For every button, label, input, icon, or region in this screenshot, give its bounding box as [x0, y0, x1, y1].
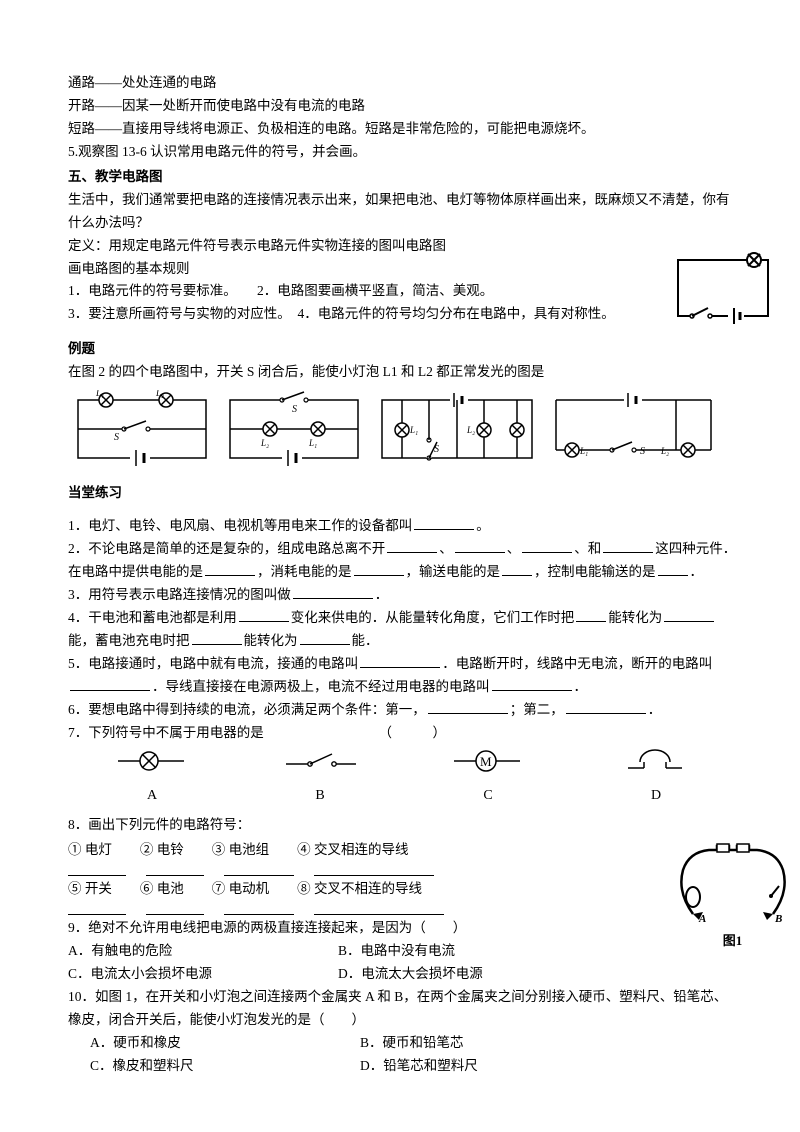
q10-ab: A．硬币和橡皮B．硬币和铅笔芯: [68, 1032, 740, 1055]
q7-opt-a: A: [68, 784, 236, 808]
symbol-switch: [236, 748, 404, 782]
svg-text:L₁: L₁: [95, 390, 104, 398]
svg-text:L₁: L₁: [579, 446, 588, 456]
svg-text:S: S: [114, 432, 119, 443]
sec5-p1: 生活中，我们通常要把电路的连接情况表示出来，如果把电池、电灯等物体原样画出来，既…: [68, 189, 740, 235]
q5: 5．电路接通时，电路中就有电流，接通的电路叫．电路断开时，线路中无电流，断开的电…: [68, 653, 740, 699]
q6: 6．要想电路中得到持续的电流，必须满足两个条件：第一，；第二，．: [68, 699, 740, 722]
figure-1: A B 图1: [675, 842, 790, 952]
svg-text:L₂: L₂: [260, 438, 269, 448]
sec5-r1: 1．电路元件的符号要标准。 2．电路图要画横平竖直，简洁、美观。: [68, 280, 740, 303]
circuit-a: L₁ L₂ S: [68, 390, 216, 476]
q7-opt-b: B: [236, 784, 404, 808]
q8-row1: ① 电灯② 电铃③ 电池组④ 交叉相连的导线: [68, 839, 740, 862]
svg-text:S: S: [292, 404, 297, 415]
sec5-title: 五、教学电路图: [68, 166, 740, 189]
svg-text:S: S: [434, 444, 439, 455]
symbol-lamp: [68, 748, 236, 782]
q7-opt-c: C: [404, 784, 572, 808]
sec5-p3: 画电路图的基本规则: [68, 258, 740, 281]
q7-letters: A B C D: [68, 784, 740, 808]
fig1-label: 图1: [675, 930, 790, 952]
q8-blanks1: [68, 864, 740, 876]
svg-text:L₂: L₂: [466, 425, 475, 435]
q9-cd: C．电流太小会损坏电源D．电流太大会损坏电源: [68, 963, 740, 986]
def-duanlu: 短路——直接用导线将电源正、负极相连的电路。短路是非常危险的，可能把电源烧坏。: [68, 118, 740, 141]
example-heading: 例题: [68, 338, 740, 361]
q8: 8．画出下列元件的电路符号：: [68, 814, 740, 837]
q2: 2．不论电路是简单的还是复杂的，组成电路总离不开、、、和这四种元件．在电路中提供…: [68, 538, 740, 584]
sec5-r2: 3．要注意所画符号与实物的对应性。 4．电路元件的符号均匀分布在电路中，具有对称…: [68, 303, 740, 326]
svg-text:L₂: L₂: [660, 446, 669, 456]
example-circuit-row: L₁ L₂ S S: [68, 390, 740, 476]
q10-cd: C．橡皮和塑料尺D．铅笔芯和塑料尺: [68, 1055, 740, 1078]
circuit-b: S L₂ L₁: [220, 390, 368, 476]
svg-text:L₂: L₂: [155, 390, 164, 398]
symbol-bell: [572, 748, 740, 782]
def-tonglu: 通路——处处连通的电路: [68, 72, 740, 95]
svg-text:L₁: L₁: [308, 438, 317, 448]
q7-opt-d: D: [572, 784, 740, 808]
q7-symbols: M: [68, 748, 740, 782]
svg-text:B: B: [774, 913, 782, 924]
sec5-p2: 定义：用规定电路元件符号表示电路元件实物连接的图叫电路图: [68, 235, 740, 258]
example-q: 在图 2 的四个电路图中，开关 S 闭合后，能使小灯泡 L1 和 L2 都正常发…: [68, 361, 740, 384]
circuit-d: L₁ S L₂: [546, 390, 721, 476]
svg-text:M: M: [480, 754, 492, 769]
svg-text:S: S: [640, 446, 645, 457]
circuit-c: L₁ S L₂: [372, 390, 542, 476]
practice-heading: 当堂练习: [68, 482, 740, 505]
q8-blanks2: [68, 903, 740, 915]
symbol-motor: M: [404, 748, 572, 782]
def-kailu: 开路——因某一处断开而使电路中没有电流的电路: [68, 95, 740, 118]
q1: 1．电灯、电铃、电风扇、电视机等用电来工作的设备都叫。: [68, 515, 740, 538]
svg-text:L₁: L₁: [409, 425, 418, 435]
q10: 10．如图 1，在开关和小灯泡之间连接两个金属夹 A 和 B，在两个金属夹之间分…: [68, 986, 740, 1032]
q8-row2: ⑤ 开关⑥ 电池⑦ 电动机⑧ 交叉不相连的导线: [68, 878, 740, 901]
q9-ab: A．有触电的危险B．电路中没有电流: [68, 940, 740, 963]
def-observe: 5.观察图 13-6 认识常用电路元件的符号，并会画。: [68, 141, 740, 164]
q3: 3．用符号表示电路连接情况的图叫做．: [68, 584, 740, 607]
q7: 7．下列符号中不属于用电器的是 （ ）: [68, 722, 740, 745]
q9: 9．绝对不允许用电线把电源的两极直接连接起来，是因为（ ）: [68, 917, 740, 940]
svg-text:A: A: [698, 913, 706, 924]
q4: 4．干电池和蓄电池都是利用变化来供电的．从能量转化角度，它们工作时把能转化为能，…: [68, 607, 740, 653]
basic-circuit-diagram: [668, 250, 778, 328]
